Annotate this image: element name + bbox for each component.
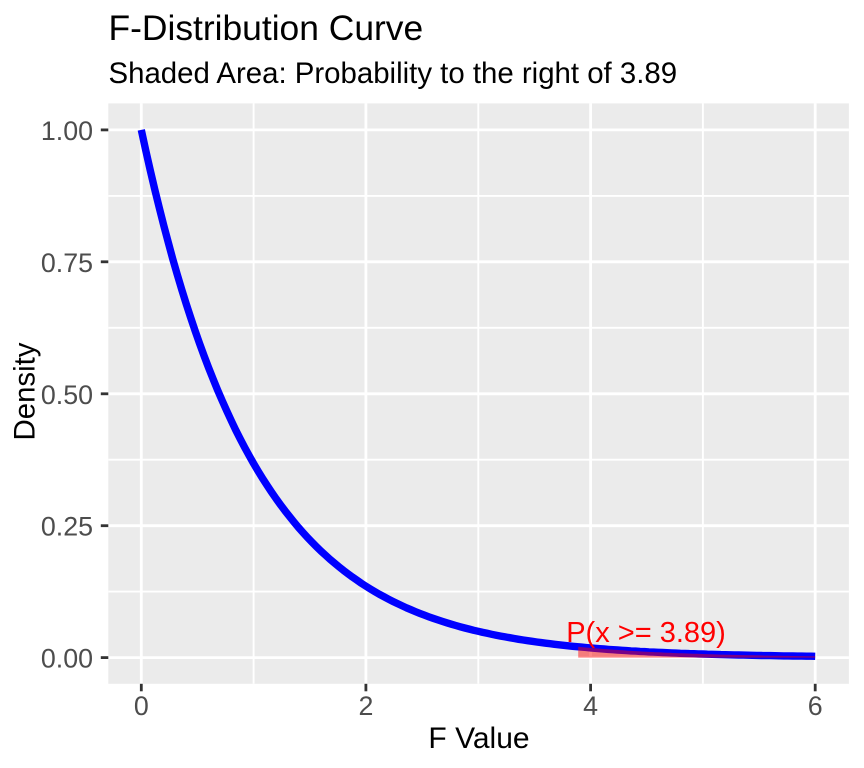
svg-text:Density: Density: [9, 342, 42, 440]
svg-text:0.00: 0.00: [41, 644, 93, 674]
svg-text:2: 2: [358, 691, 373, 721]
svg-text:Shaded Area: Probability to th: Shaded Area: Probability to the right of…: [109, 57, 678, 90]
svg-text:F Value: F Value: [428, 722, 529, 755]
svg-text:P(x >= 3.89): P(x >= 3.89): [566, 617, 726, 649]
svg-text:0.75: 0.75: [41, 248, 93, 278]
svg-text:6: 6: [808, 691, 823, 721]
svg-text:1.00: 1.00: [41, 116, 93, 146]
svg-text:F-Distribution Curve: F-Distribution Curve: [109, 8, 424, 48]
svg-text:0: 0: [134, 691, 149, 721]
svg-text:0.25: 0.25: [41, 512, 93, 542]
svg-text:4: 4: [583, 691, 598, 721]
svg-text:0.50: 0.50: [41, 380, 93, 410]
